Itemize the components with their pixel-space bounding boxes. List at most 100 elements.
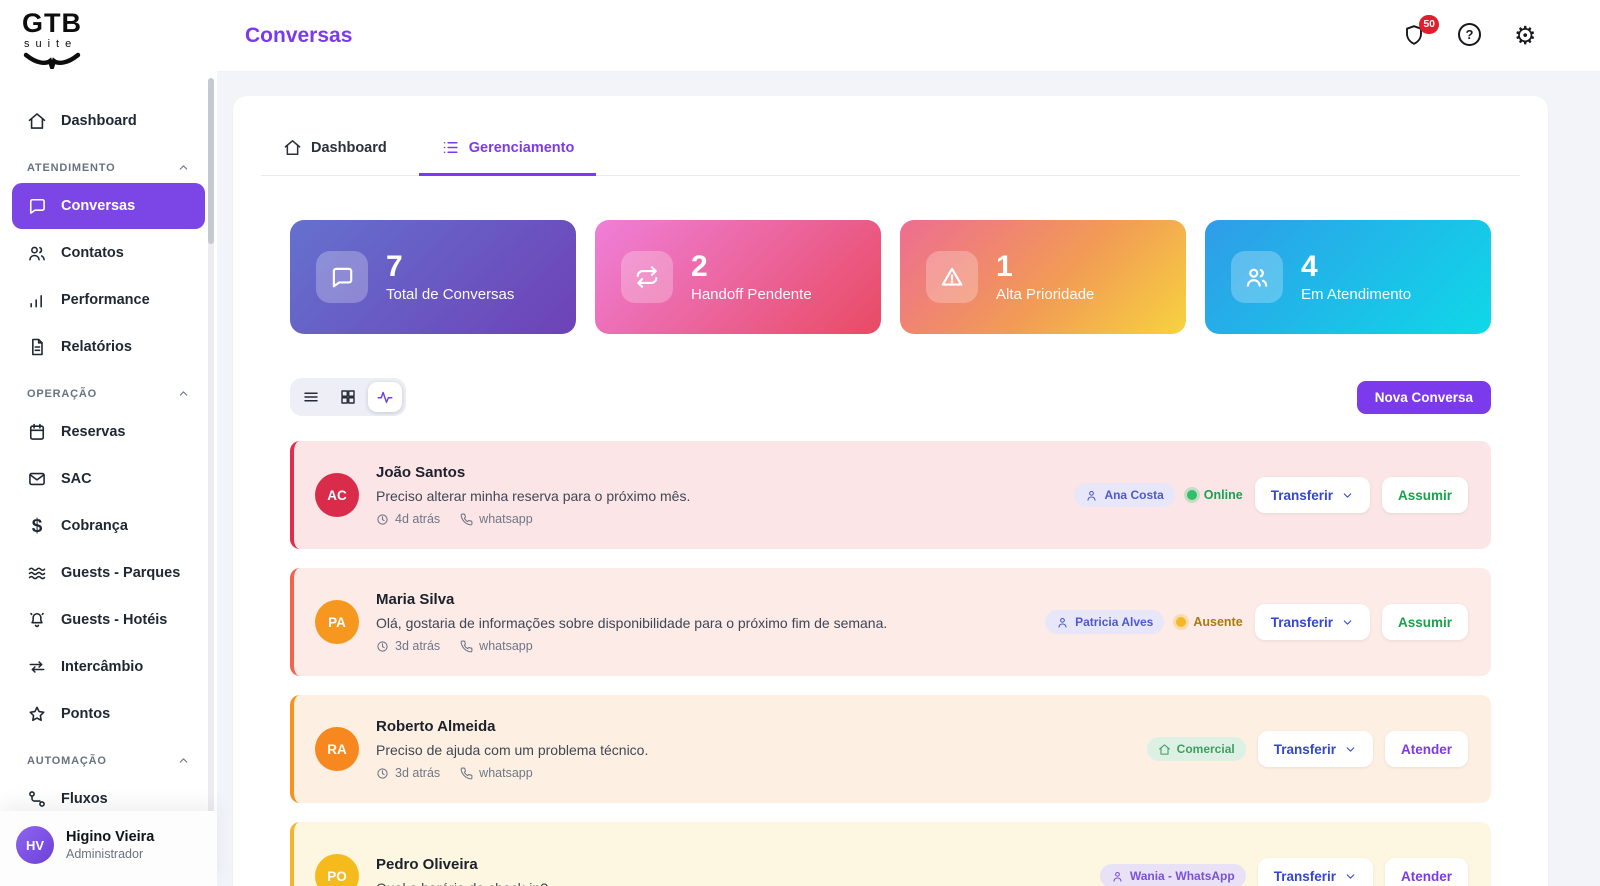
transfer-button[interactable]: Transferir xyxy=(1254,477,1370,513)
new-conversation-button[interactable]: Nova Conversa xyxy=(1356,380,1491,414)
avatar: RA xyxy=(315,727,359,771)
users-icon xyxy=(1231,251,1283,303)
sidebar-item-guests-parques[interactable]: Guests - Parques xyxy=(12,550,205,596)
user-name: Higino Vieira xyxy=(66,829,155,845)
conversation-card[interactable]: RA Roberto Almeida Preciso de ajuda com … xyxy=(290,695,1491,803)
shield-icon xyxy=(1406,24,1422,45)
transfer-button[interactable]: Transferir xyxy=(1254,604,1370,640)
settings-button[interactable]: ⚙ xyxy=(1514,23,1540,49)
list-view-button[interactable] xyxy=(294,382,328,412)
sidebar: GTB suite Dashboard ATENDIMENTO Conversa… xyxy=(0,0,217,886)
swap-icon xyxy=(29,661,45,673)
assume-button[interactable]: Assumir xyxy=(1381,604,1468,640)
last-message: Preciso de ajuda com um problema técnico… xyxy=(376,742,649,758)
grid-view-button[interactable] xyxy=(331,382,365,412)
channel: whatsapp xyxy=(460,512,533,526)
section-label: ATENDIMENTO xyxy=(27,161,116,174)
sidebar-scrollbar[interactable] xyxy=(208,78,214,886)
sidebar-item-intercambio[interactable]: Intercâmbio xyxy=(12,644,205,690)
activity-pulse-icon xyxy=(377,391,393,403)
document-icon xyxy=(32,338,43,356)
sidebar-item-fluxos[interactable]: Fluxos xyxy=(12,776,205,822)
person-icon xyxy=(1087,490,1096,501)
attend-button[interactable]: Atender xyxy=(1384,731,1468,767)
sidebar-item-performance[interactable]: Performance xyxy=(12,277,205,323)
sidebar-item-cobranca[interactable]: $ Cobrança xyxy=(12,503,205,549)
conversation-actions: Ana Costa Online Transferir xyxy=(1074,477,1468,513)
chevron-up-icon xyxy=(179,391,188,396)
sidebar-item-sac[interactable]: SAC xyxy=(12,456,205,502)
sidebar-section-atendimento[interactable]: ATENDIMENTO xyxy=(12,145,205,183)
user-profile[interactable]: HV Higino Vieira Administrador xyxy=(0,811,217,886)
phone-icon xyxy=(460,767,473,779)
chevron-down-icon xyxy=(1346,746,1355,752)
content-area: Dashboard Gerenciamento xyxy=(217,72,1600,886)
main-panel: Dashboard Gerenciamento xyxy=(233,96,1548,886)
sidebar-section-operacao[interactable]: OPERAÇÃO xyxy=(12,371,205,409)
sidebar-item-dashboard[interactable]: Dashboard xyxy=(12,98,205,144)
sidebar-item-reservas[interactable]: Reservas xyxy=(12,409,205,455)
brand-subtitle: suite xyxy=(24,38,78,50)
panel-inner: 7 Total de Conversas 2 Handoff Pendente xyxy=(290,220,1491,886)
sidebar-item-contatos[interactable]: Contatos xyxy=(12,230,205,276)
channel: whatsapp xyxy=(460,766,533,780)
transfer-button[interactable]: Transferir xyxy=(1257,731,1373,767)
status-badge: Online xyxy=(1186,488,1243,502)
status-badge: Ausente xyxy=(1176,615,1243,629)
conversation-info: Maria Silva Olá, gostaria de informações… xyxy=(376,591,1028,653)
sidebar-section-automacao[interactable]: AUTOMAÇÃO xyxy=(12,738,205,776)
sidebar-item-guests-hoteis[interactable]: Guests - Hotéis xyxy=(12,597,205,643)
person-icon xyxy=(1058,617,1067,628)
notifications-button[interactable]: 50 xyxy=(1402,14,1439,49)
agent-badge: Ana Costa xyxy=(1074,483,1175,507)
bar-chart-icon xyxy=(30,295,42,308)
chevron-up-icon xyxy=(179,165,188,170)
tab-dashboard[interactable]: Dashboard xyxy=(261,126,409,176)
stat-card-alta-prioridade: 1 Alta Prioridade xyxy=(900,220,1186,334)
stats-row: 7 Total de Conversas 2 Handoff Pendente xyxy=(290,220,1491,334)
conversation-actions: Wania - WhatsApp Transferir Atender xyxy=(1099,858,1468,886)
sidebar-item-relatorios[interactable]: Relatórios xyxy=(12,324,205,370)
activity-view-button[interactable] xyxy=(368,382,402,412)
sidebar-item-label: Cobrança xyxy=(61,518,128,534)
conversation-actions: Patricia Alves Ausente Transferir xyxy=(1045,604,1468,640)
assume-button[interactable]: Assumir xyxy=(1381,477,1468,513)
help-icon: ? xyxy=(1458,22,1481,46)
stat-label: Handoff Pendente xyxy=(691,285,812,303)
attend-button[interactable]: Atender xyxy=(1384,858,1468,886)
conversation-card[interactable]: PO Pedro Oliveira Qual o horário de chec… xyxy=(290,822,1491,886)
chat-icon xyxy=(316,251,368,303)
users-icon xyxy=(29,246,45,261)
sidebar-item-label: Fluxos xyxy=(61,791,108,807)
conversation-meta: 3d atrás whatsapp xyxy=(376,639,1028,653)
sidebar-item-conversas[interactable]: Conversas xyxy=(12,183,205,229)
sidebar-scrollbar-thumb[interactable] xyxy=(208,78,214,244)
conversation-actions: Comercial Transferir Atender xyxy=(1146,731,1468,767)
list-toolbar: Nova Conversa xyxy=(290,378,1491,416)
tab-gerenciamento[interactable]: Gerenciamento xyxy=(418,126,597,176)
sidebar-item-label: Relatórios xyxy=(61,339,132,355)
conversation-card[interactable]: PA Maria Silva Olá, gostaria de informaç… xyxy=(290,568,1491,676)
waves-icon xyxy=(28,567,46,580)
stat-value: 7 xyxy=(386,250,403,284)
contact-name: Maria Silva xyxy=(376,591,455,608)
section-label: OPERAÇÃO xyxy=(27,387,97,400)
avatar: HV xyxy=(16,826,54,864)
conversation-card[interactable]: AC João Santos Preciso alterar minha res… xyxy=(290,441,1491,549)
queue-badge: Wania - WhatsApp xyxy=(1099,864,1246,886)
avatar: PO xyxy=(315,854,359,886)
tab-label: Gerenciamento xyxy=(468,139,575,156)
calendar-icon xyxy=(29,423,45,440)
time-ago: 3d atrás xyxy=(376,639,440,653)
sidebar-item-label: Dashboard xyxy=(61,113,137,129)
sidebar-item-pontos[interactable]: Pontos xyxy=(12,691,205,737)
conversation-info: Pedro Oliveira Qual o horário de check-i… xyxy=(376,856,1083,886)
conversation-list: AC João Santos Preciso alterar minha res… xyxy=(290,441,1491,886)
transfer-button[interactable]: Transferir xyxy=(1257,858,1373,886)
sidebar-item-label: Intercâmbio xyxy=(61,659,144,675)
conversation-info: Roberto Almeida Preciso de ajuda com um … xyxy=(376,718,1130,780)
time-ago: 3d atrás xyxy=(376,766,440,780)
page-title: Conversas xyxy=(245,23,353,47)
help-button[interactable]: ? xyxy=(1458,22,1484,49)
